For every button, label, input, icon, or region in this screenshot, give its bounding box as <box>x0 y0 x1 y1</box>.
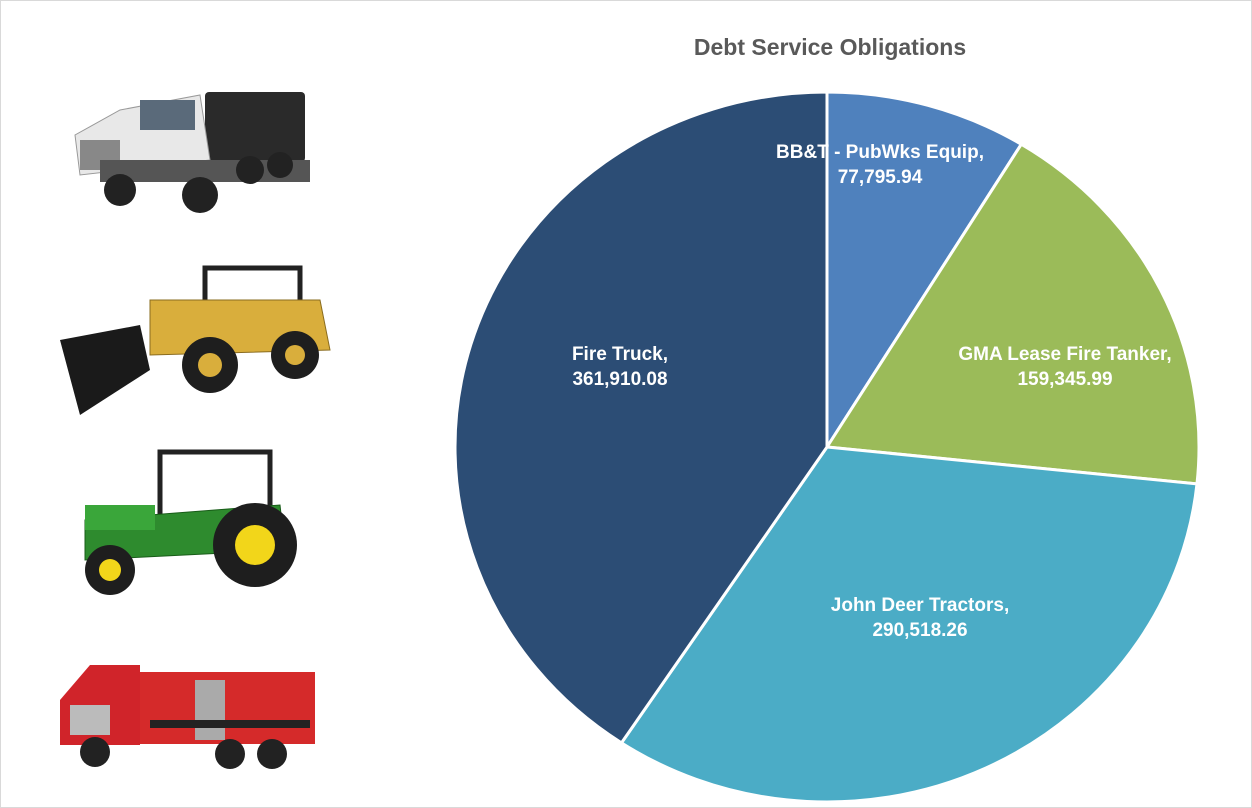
dump-truck-image <box>74 92 310 213</box>
value-label: 361,910.08 <box>572 369 668 390</box>
value-label: 77,795.94 <box>837 167 923 188</box>
tractor-image <box>84 449 297 595</box>
pie-slice <box>453 90 829 745</box>
category-label: GMA Lease Fire Tanker <box>958 344 1171 365</box>
value-label: 290,518.26 <box>872 620 968 641</box>
fire-truck-image <box>60 665 315 769</box>
pie-slice <box>825 90 1024 453</box>
data-label: John Deer Tractors 290,518.26 <box>795 593 1045 643</box>
pie-slice <box>824 142 1201 486</box>
category-label: Fire Truck <box>572 344 668 365</box>
data-label: Fire Truck 361,910.08 <box>550 342 690 392</box>
category-label: John Deer Tractors <box>831 595 1009 616</box>
pie-slice <box>619 445 1199 804</box>
loader-image <box>60 265 331 415</box>
category-label: BB&T - PubWks Equip <box>776 142 984 163</box>
value-label: 159,345.99 <box>1017 369 1113 390</box>
data-label: GMA Lease Fire Tanker 159,345.99 <box>950 342 1180 392</box>
data-label: BB&T - PubWks Equip 77,795.94 <box>775 140 985 190</box>
chart-title: Debt Service Obligations <box>694 34 966 60</box>
